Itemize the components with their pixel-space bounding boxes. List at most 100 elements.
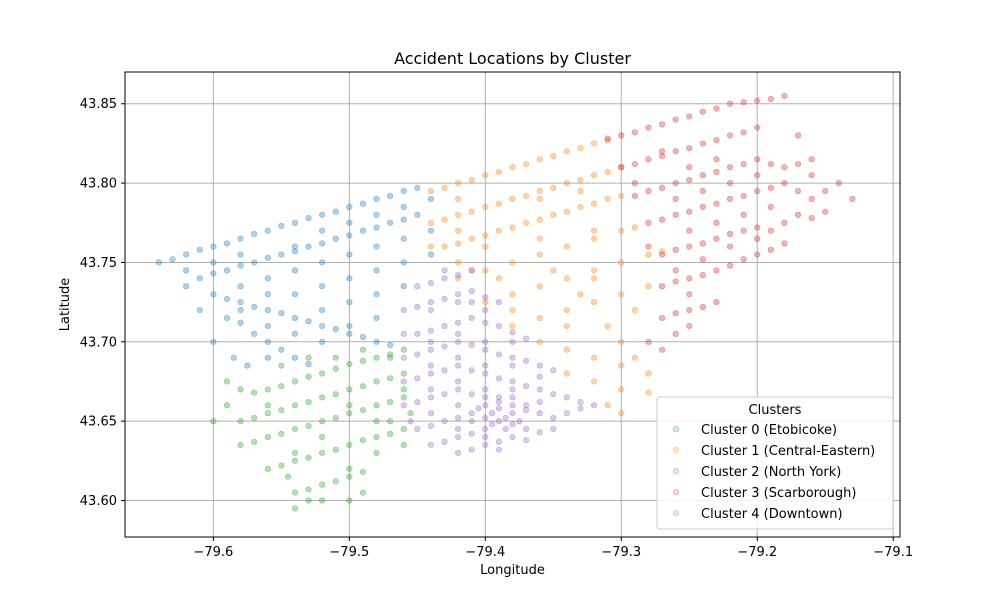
scatter-point xyxy=(319,211,326,218)
scatter-point xyxy=(455,275,462,282)
scatter-point xyxy=(699,108,706,115)
scatter-point xyxy=(468,299,475,306)
scatter-point xyxy=(400,283,407,290)
scatter-point xyxy=(468,418,475,425)
scatter-point xyxy=(536,251,543,258)
scatter-point xyxy=(332,354,339,361)
scatter-point xyxy=(740,160,747,168)
scatter-point xyxy=(536,362,543,369)
scatter-point xyxy=(577,203,584,210)
scatter-point xyxy=(387,399,394,406)
scatter-point xyxy=(346,473,353,480)
scatter-point xyxy=(291,505,299,512)
scatter-point xyxy=(278,310,285,317)
scatter-point xyxy=(686,291,693,298)
scatter-point xyxy=(658,121,666,128)
scatter-point xyxy=(346,322,353,330)
scatter-point xyxy=(264,227,271,234)
scatter-point xyxy=(455,433,462,441)
scatter-point xyxy=(305,354,312,361)
scatter-point xyxy=(550,414,557,422)
scatter-point xyxy=(468,176,475,184)
scatter-point xyxy=(509,195,516,203)
x-axis-label: Longitude xyxy=(480,563,545,578)
scatter-point xyxy=(699,203,706,210)
scatter-point xyxy=(536,410,543,417)
scatter-point xyxy=(726,243,734,250)
scatter-point xyxy=(278,406,285,414)
scatter-point xyxy=(509,394,516,401)
scatter-point xyxy=(305,486,312,493)
scatter-point xyxy=(223,402,231,409)
scatter-point xyxy=(509,164,516,171)
scatter-point xyxy=(183,251,190,258)
scatter-point xyxy=(373,354,380,361)
scatter-point xyxy=(400,330,407,337)
scatter-point xyxy=(264,291,271,298)
scatter-point xyxy=(509,421,516,428)
scatter-point xyxy=(618,362,625,369)
scatter-point xyxy=(754,172,761,179)
scatter-point xyxy=(522,335,530,342)
scatter-point xyxy=(618,410,625,417)
scatter-point xyxy=(332,365,339,372)
scatter-point xyxy=(672,278,679,285)
scatter-point xyxy=(441,391,448,398)
scatter-point xyxy=(332,478,339,485)
scatter-point xyxy=(251,330,258,337)
scatter-point xyxy=(658,283,666,290)
scatter-point xyxy=(604,168,611,176)
scatter-point xyxy=(278,346,285,353)
legend-label: Cluster 3 (Scarborough) xyxy=(701,486,856,501)
scatter-point xyxy=(563,148,570,155)
scatter-point xyxy=(631,224,638,231)
scatter-point xyxy=(441,438,448,445)
scatter-point xyxy=(210,243,217,250)
scatter-point xyxy=(264,386,271,393)
scatter-point xyxy=(441,322,448,330)
scatter-point xyxy=(794,187,802,195)
scatter-point xyxy=(455,319,462,326)
scatter-point xyxy=(754,124,761,131)
scatter-point xyxy=(835,179,842,187)
scatter-point xyxy=(319,338,326,345)
scatter-point xyxy=(264,275,271,282)
y-tick-label: 43.60 xyxy=(80,494,117,509)
scatter-point xyxy=(482,306,489,314)
scatter-point xyxy=(550,153,557,160)
scatter-point xyxy=(264,306,271,314)
scatter-point xyxy=(183,283,190,290)
scatter-point xyxy=(414,351,421,358)
scatter-point xyxy=(658,153,666,160)
scatter-point xyxy=(740,256,747,263)
scatter-point xyxy=(196,306,203,314)
scatter-point xyxy=(196,275,203,282)
scatter-point xyxy=(373,433,380,441)
scatter-point xyxy=(686,322,693,330)
scatter-point xyxy=(427,441,435,449)
scatter-point xyxy=(414,425,421,433)
scatter-point xyxy=(590,267,598,274)
x-tick-label: −79.2 xyxy=(737,545,777,560)
scatter-point xyxy=(590,140,598,147)
scatter-point xyxy=(400,370,407,377)
scatter-point xyxy=(319,449,326,456)
scatter-point xyxy=(468,430,475,437)
scatter-point xyxy=(427,346,435,353)
scatter-point xyxy=(794,132,802,139)
scatter-point xyxy=(251,259,258,266)
scatter-point xyxy=(645,156,652,163)
scatter-point xyxy=(373,402,380,409)
scatter-point xyxy=(509,291,516,298)
scatter-point xyxy=(427,195,435,203)
scatter-point xyxy=(210,259,217,266)
scatter-point xyxy=(414,375,421,382)
scatter-point xyxy=(387,418,394,425)
scatter-point xyxy=(536,156,543,163)
scatter-point xyxy=(373,267,380,274)
scatter-point xyxy=(291,219,299,226)
scatter-point xyxy=(455,378,462,385)
scatter-point xyxy=(210,270,217,277)
scatter-point xyxy=(455,299,462,306)
scatter-point xyxy=(808,172,815,179)
